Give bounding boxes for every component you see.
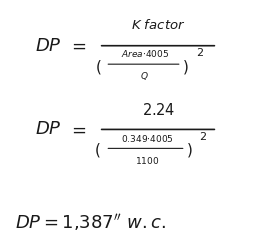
Text: $1100$: $1100$ (135, 155, 160, 166)
Text: $K\ factor$: $K\ factor$ (131, 18, 185, 32)
Text: $DP$: $DP$ (35, 37, 62, 55)
Text: $2.24$: $2.24$ (142, 102, 174, 118)
Text: $DP$: $DP$ (35, 121, 62, 138)
Text: $)$: $)$ (182, 58, 189, 76)
Text: $)$: $)$ (186, 141, 193, 159)
Text: $2$: $2$ (199, 130, 207, 142)
Text: $2$: $2$ (196, 46, 204, 58)
Text: $Q$: $Q$ (140, 70, 149, 82)
Text: $=$: $=$ (68, 121, 87, 138)
Text: $0.349{\cdot}4005$: $0.349{\cdot}4005$ (121, 132, 174, 143)
Text: $($: $($ (95, 58, 102, 76)
Text: $($: $($ (94, 141, 101, 159)
Text: $=$: $=$ (68, 37, 87, 55)
Text: $\mathit{Area}{\cdot}4005$: $\mathit{Area}{\cdot}4005$ (121, 48, 169, 59)
Text: $DP = 1{,}387''\ w.c.$: $DP = 1{,}387''\ w.c.$ (15, 212, 166, 234)
